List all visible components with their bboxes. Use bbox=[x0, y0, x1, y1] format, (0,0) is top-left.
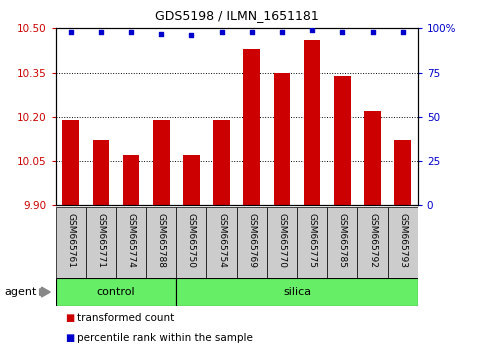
Text: GSM665774: GSM665774 bbox=[127, 213, 136, 268]
Bar bbox=[213, 120, 230, 205]
Bar bbox=[56, 207, 86, 278]
Text: GSM665788: GSM665788 bbox=[156, 213, 166, 268]
Text: GSM665754: GSM665754 bbox=[217, 213, 226, 268]
Text: GSM665750: GSM665750 bbox=[187, 213, 196, 268]
Text: transformed count: transformed count bbox=[77, 313, 174, 323]
Bar bbox=[274, 73, 290, 205]
Bar bbox=[153, 120, 170, 205]
Point bbox=[97, 29, 105, 35]
Text: ■: ■ bbox=[65, 313, 74, 323]
Bar bbox=[116, 207, 146, 278]
Bar bbox=[388, 207, 418, 278]
Bar bbox=[304, 40, 320, 205]
Text: silica: silica bbox=[283, 287, 311, 297]
Text: control: control bbox=[97, 287, 135, 297]
Text: GSM665792: GSM665792 bbox=[368, 213, 377, 268]
Bar bbox=[237, 207, 267, 278]
Text: GSM665793: GSM665793 bbox=[398, 213, 407, 268]
Point bbox=[67, 29, 74, 35]
Text: GSM665769: GSM665769 bbox=[247, 213, 256, 268]
Text: GSM665785: GSM665785 bbox=[338, 213, 347, 268]
Text: agent: agent bbox=[5, 287, 37, 297]
Text: GDS5198 / ILMN_1651181: GDS5198 / ILMN_1651181 bbox=[155, 9, 319, 22]
Bar bbox=[183, 155, 199, 205]
Bar bbox=[297, 207, 327, 278]
Point bbox=[127, 29, 135, 35]
Bar bbox=[86, 207, 116, 278]
Point bbox=[157, 31, 165, 36]
Bar bbox=[62, 120, 79, 205]
Bar bbox=[327, 207, 357, 278]
Point bbox=[339, 29, 346, 35]
Text: GSM665770: GSM665770 bbox=[277, 213, 286, 268]
Point bbox=[399, 29, 407, 35]
Bar bbox=[146, 207, 176, 278]
Text: percentile rank within the sample: percentile rank within the sample bbox=[77, 333, 253, 343]
Point bbox=[248, 29, 256, 35]
Point bbox=[369, 29, 376, 35]
Point bbox=[218, 29, 226, 35]
Text: GSM665771: GSM665771 bbox=[96, 213, 105, 268]
Bar bbox=[176, 207, 207, 278]
Text: GSM665761: GSM665761 bbox=[66, 213, 75, 268]
Text: ■: ■ bbox=[65, 333, 74, 343]
Point bbox=[187, 33, 195, 38]
Bar bbox=[123, 155, 139, 205]
Text: GSM665775: GSM665775 bbox=[308, 213, 317, 268]
Bar bbox=[207, 207, 237, 278]
Bar bbox=[176, 278, 418, 306]
Bar bbox=[93, 141, 109, 205]
Bar bbox=[334, 75, 351, 205]
Point bbox=[308, 27, 316, 33]
Bar bbox=[56, 278, 176, 306]
Bar bbox=[267, 207, 297, 278]
Bar bbox=[364, 111, 381, 205]
Bar bbox=[357, 207, 388, 278]
Point bbox=[278, 29, 286, 35]
Bar bbox=[395, 141, 411, 205]
Bar bbox=[243, 49, 260, 205]
FancyArrow shape bbox=[40, 287, 50, 297]
